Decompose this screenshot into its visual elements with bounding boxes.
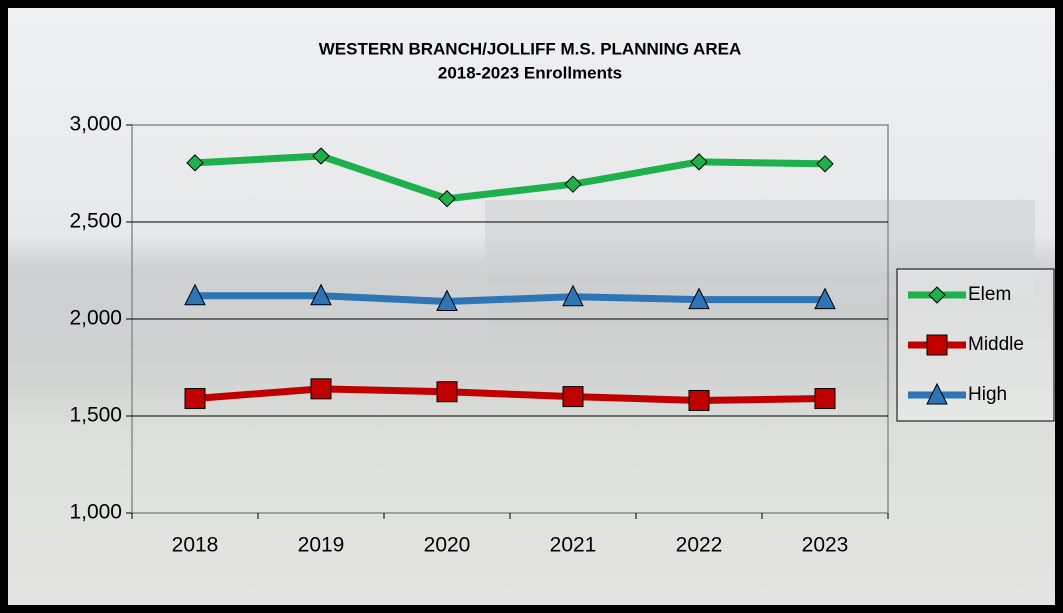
chart-title: WESTERN BRANCH/JOLLIFF M.S. PLANNING ARE…	[319, 39, 741, 58]
marker	[563, 387, 583, 407]
y-tick-label: 3,000	[69, 113, 122, 136]
x-tick-label: 2019	[298, 534, 345, 557]
legend-label: Elem	[968, 284, 1011, 305]
legend-label: Middle	[968, 334, 1024, 355]
marker	[815, 389, 835, 409]
x-tick-label: 2023	[802, 534, 849, 557]
marker	[311, 379, 331, 399]
marker	[185, 389, 205, 409]
y-tick-label: 1,500	[69, 404, 122, 427]
marker	[927, 335, 947, 355]
y-tick-label: 1,000	[69, 501, 122, 524]
x-tick-label: 2021	[550, 534, 597, 557]
chart-subtitle: 2018-2023 Enrollments	[438, 63, 622, 82]
y-tick-label: 2,500	[69, 210, 122, 233]
marker	[437, 382, 457, 402]
marker	[689, 390, 709, 410]
x-tick-label: 2020	[424, 534, 471, 557]
x-tick-label: 2018	[172, 534, 219, 557]
legend-label: High	[968, 384, 1007, 405]
y-tick-label: 2,000	[69, 307, 122, 330]
chart: WESTERN BRANCH/JOLLIFF M.S. PLANNING ARE…	[0, 0, 1063, 613]
x-tick-label: 2022	[676, 534, 723, 557]
